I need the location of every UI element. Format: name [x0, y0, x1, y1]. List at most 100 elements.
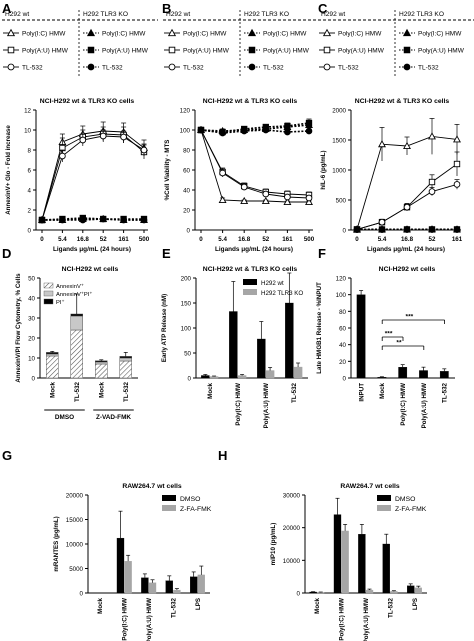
data-point: [305, 197, 313, 206]
bar: [341, 530, 349, 594]
legend-label-wt: TL-532: [22, 64, 43, 71]
data-point: [99, 215, 107, 223]
legend-label-wt: Poly(I:C) HMW: [22, 30, 66, 37]
x-tick-label: 0: [40, 236, 44, 243]
y-tick-label: 0: [32, 376, 36, 383]
data-point: [240, 183, 248, 191]
category-label: TL-532: [74, 381, 81, 402]
category-label: TL-532: [291, 382, 298, 403]
y-tick-label: 100: [181, 326, 192, 333]
series-1: [197, 126, 313, 199]
series-line: [41, 133, 145, 221]
y-tick-label: 6: [28, 168, 32, 175]
y-tick-label: 1500: [332, 138, 346, 145]
data-point: [59, 152, 66, 160]
category-label: INPUT: [358, 383, 365, 402]
legend-header-ko: H292 TLR3 KO: [244, 11, 289, 18]
y-tick-label: 2: [28, 208, 32, 215]
category-label: Poly(I:C) HMW: [235, 383, 242, 426]
y-tick-label: 40: [339, 342, 346, 349]
group-label: DMSO: [55, 414, 74, 421]
data-point: [453, 160, 461, 168]
bar: [237, 375, 247, 379]
series-line: [42, 218, 144, 221]
data-point: [219, 169, 226, 177]
chart-title: NCI-H292 wt cells: [379, 266, 436, 273]
bar: [407, 585, 415, 594]
legend-label-ko: Poly(I:C) HMW: [418, 30, 462, 37]
legend-marker: [167, 28, 177, 37]
line-chart-a: NCI-H292 wt & TLR3 KO cells 0 2 4 6 8 10 12 0 5.4…: [5, 98, 150, 253]
data-point: [378, 140, 386, 148]
legend-table-a: H292 wt H292 TLR3 KO Poly(I:C) HMW Poly(I:C…: [2, 10, 158, 78]
data-point: [453, 226, 461, 233]
bar-segment: [70, 315, 83, 331]
legend-marker: [7, 63, 15, 71]
legend-marker: [86, 28, 96, 37]
legend-label-wt: TL-532: [338, 64, 359, 71]
chart-title: RAW264.7 wt cells: [122, 483, 182, 490]
significance-label: ***: [406, 314, 414, 321]
series-line: [41, 130, 145, 221]
category-label: LPS: [412, 598, 419, 610]
category-label: TL-532: [123, 381, 130, 402]
bar: [419, 370, 428, 379]
bar: [197, 574, 205, 594]
bar-segment: [95, 360, 108, 363]
bar-chart-g: RAW264.7 wt cells 0 5000 10000 15000 20000 mRA…: [53, 483, 212, 641]
data-point: [305, 194, 313, 202]
legend-swatch: [243, 289, 257, 295]
data-point: [284, 193, 291, 201]
series-2: [197, 126, 313, 202]
legend-swatch: [162, 505, 176, 511]
bar: [229, 311, 238, 379]
legend-marker: [322, 28, 332, 37]
significance-label: ***: [385, 331, 393, 338]
bar: [124, 561, 132, 594]
x-tick-label: 5.4: [58, 236, 67, 243]
chart-title: NCI-H292 wt & TLR3 KO cells: [40, 98, 135, 105]
bar: [173, 589, 181, 594]
bar: [209, 376, 219, 379]
series-line: [200, 129, 310, 199]
bar-segment: [95, 361, 108, 365]
y-tick-label: 1000: [332, 168, 346, 175]
legend-table-c: H292 wt H292 TLR3 KO Poly(I:C) HMW Poly(I:C…: [318, 10, 474, 78]
legend-marker: [323, 46, 331, 54]
series-2: [353, 179, 461, 233]
bar-segment: [95, 363, 108, 379]
y-axis-label: %Cell Viability - MTS: [164, 140, 171, 201]
category-label: Poly(I:C) HMW: [122, 598, 129, 641]
y-tick-label: 20: [183, 208, 190, 215]
bar-chart-h: RAW264.7 wt cells 0 10000 20000 30000 mIP10 (…: [270, 483, 427, 641]
data-point: [219, 129, 226, 137]
legend-label: Z-FA-FMK: [395, 506, 427, 513]
series-line: [41, 135, 145, 221]
category-label: Mock: [207, 382, 214, 398]
category-label: Mock: [97, 597, 104, 613]
series-0: [353, 118, 461, 233]
data-point: [197, 126, 205, 134]
y-tick-label: 10000: [283, 558, 301, 565]
x-tick-label: 16.8: [401, 236, 414, 243]
significance-label: **: [396, 340, 402, 347]
legend-label: H292 TLR3 KO: [261, 290, 303, 297]
y-tick-label: 40: [28, 296, 35, 303]
legend-marker: [7, 46, 15, 54]
legend-swatch: [43, 290, 54, 297]
legend-table-b: H292 wt H292 TLR3 KO Poly(I:C) HMW Poly(I:C…: [163, 10, 319, 78]
data-point: [120, 133, 127, 141]
y-tick-label: 8: [28, 148, 32, 155]
y-tick-label: 20000: [66, 493, 84, 500]
data-point: [378, 218, 386, 226]
y-tick-label: 10: [24, 128, 31, 135]
y-tick-label: 10000: [66, 542, 84, 549]
category-label: TL-532: [387, 597, 394, 618]
legend-label-wt: Poly(A:U) HMW: [183, 47, 230, 54]
data-point: [453, 181, 461, 188]
y-tick-label: 0: [297, 591, 301, 598]
y-tick-label: 2000: [332, 108, 346, 115]
x-tick-label: 161: [452, 236, 463, 243]
data-point: [403, 226, 411, 233]
bar: [190, 576, 198, 594]
